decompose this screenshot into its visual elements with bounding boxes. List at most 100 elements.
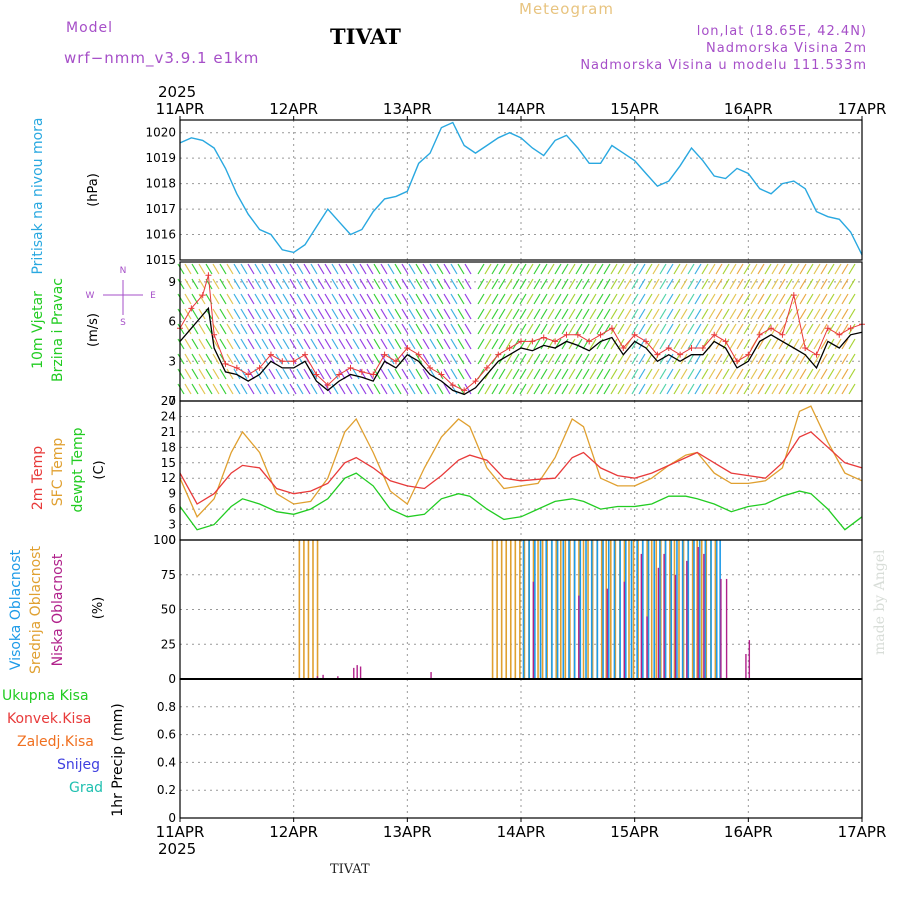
wind-barb [526, 368, 534, 380]
wind-barb [764, 383, 772, 395]
wind-barb [338, 368, 346, 380]
wind-barb [582, 308, 590, 320]
wind-barb [834, 293, 842, 305]
wind-barb [694, 278, 702, 290]
wind-barb [631, 293, 639, 305]
wind-barb [436, 323, 444, 335]
wind-barb [610, 353, 618, 365]
wind-gust-marker [267, 351, 274, 358]
wind-barb [806, 368, 814, 380]
wind-barb [666, 263, 674, 275]
wind-barb [561, 368, 569, 380]
wind-barb [827, 353, 835, 365]
wind-barb [450, 338, 458, 350]
wind-barb [540, 353, 548, 365]
wind-barb [841, 338, 849, 350]
wind-barb [484, 323, 492, 335]
wind-barb [184, 338, 192, 350]
wind-barb [464, 383, 472, 395]
wind-barb [484, 263, 492, 275]
wind-barb [764, 338, 772, 350]
wind-barb [757, 338, 765, 350]
wind-barb [715, 308, 723, 320]
wind-barb [638, 308, 646, 320]
panel-background-4 [180, 679, 862, 818]
wind-barb [638, 383, 646, 395]
wind-barb [477, 293, 485, 305]
wind-barb [233, 353, 241, 365]
wind-gust-marker [495, 351, 502, 358]
wind-barb [631, 263, 639, 275]
wind-barb [296, 338, 304, 350]
wind-barb [282, 293, 290, 305]
wind-barb [589, 383, 597, 395]
wind-barb [547, 278, 555, 290]
wind-barb [526, 308, 534, 320]
wind-barb [582, 383, 590, 395]
wind-barb [729, 323, 737, 335]
wind-barb [415, 308, 423, 320]
wind-barb [212, 278, 220, 290]
wind-barb [415, 338, 423, 350]
wind-barb [673, 263, 681, 275]
cloud-tick-label: 100 [153, 533, 176, 547]
wind-barb [394, 278, 402, 290]
wind-barb [785, 293, 793, 305]
wind-barb [491, 308, 499, 320]
wind-barb [673, 278, 681, 290]
wind-barb [443, 293, 451, 305]
dewpoint-line [179, 472, 863, 531]
wind-axis-label-1: 10m Vjetar [30, 291, 46, 369]
wind-barb [820, 308, 828, 320]
temp-tick-label: 15 [161, 456, 176, 470]
pressure-tick-label: 1019 [145, 151, 176, 165]
wind-barb [827, 308, 835, 320]
wind-barb [422, 323, 430, 335]
cloud-high-axis-label: Visoka Oblacnost [8, 549, 24, 670]
wind-gust-marker [847, 325, 854, 332]
wind-barb [450, 383, 458, 395]
wind-barb [596, 278, 604, 290]
wind-tick-label: 9 [168, 275, 176, 289]
wind-barb [261, 323, 269, 335]
wind-barb [505, 278, 513, 290]
wind-barb [771, 278, 779, 290]
wind-barb [184, 368, 192, 380]
wind-barb [387, 383, 395, 395]
x-tick-label-top: 16APR [724, 100, 773, 118]
wind-barb [366, 293, 374, 305]
wind-gust-marker [745, 351, 752, 358]
wind-barb [666, 338, 674, 350]
wind-barb [317, 278, 325, 290]
pressure-unit-label: (hPa) [86, 173, 101, 207]
wind-barb [310, 308, 318, 320]
wind-barb [764, 263, 772, 275]
wind-barb [275, 338, 283, 350]
wind-barb [436, 383, 444, 395]
wind-barb [834, 383, 842, 395]
wind-barb [610, 293, 618, 305]
wind-barb [491, 293, 499, 305]
wind-barb [554, 278, 562, 290]
wind-barb [694, 368, 702, 380]
wind-barb [268, 278, 276, 290]
wind-barb [533, 263, 541, 275]
wind-barb [582, 278, 590, 290]
wind-barb [464, 308, 472, 320]
wind-barb [813, 383, 821, 395]
temp-tick-label: 27 [161, 394, 176, 408]
wind-barb [722, 323, 730, 335]
wind-barb [771, 308, 779, 320]
wind-barb [701, 308, 709, 320]
wind-barb [477, 383, 485, 395]
wind-barb [303, 278, 311, 290]
wind-barb [764, 323, 772, 335]
wind-barb [631, 308, 639, 320]
wind-barb [331, 338, 339, 350]
wind-barb [757, 368, 765, 380]
wind-barb [666, 353, 674, 365]
wind-barb [799, 323, 807, 335]
wind-barb [324, 383, 332, 395]
wind-barb [443, 353, 451, 365]
wind-barb [345, 323, 353, 335]
